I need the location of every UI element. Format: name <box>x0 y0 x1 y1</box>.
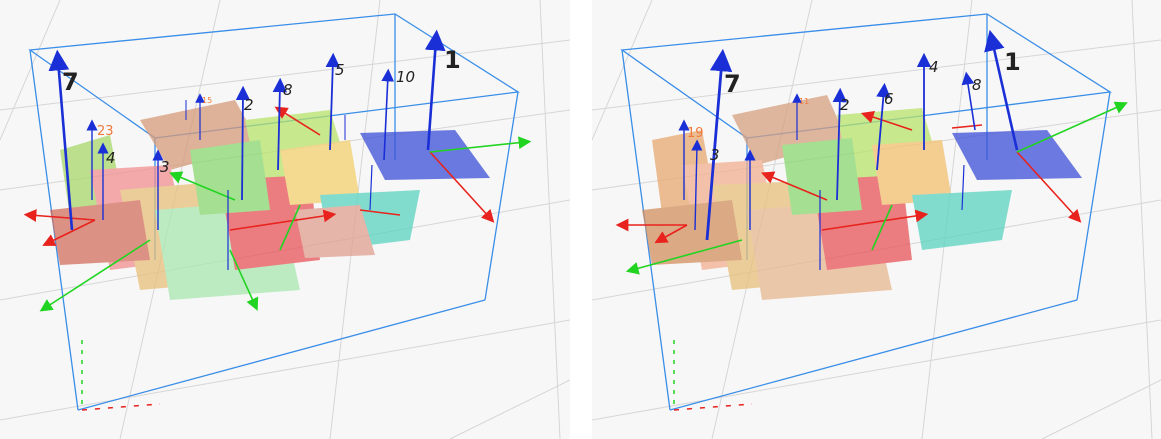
label-4: 4 <box>106 149 116 167</box>
world-origin-axes <box>673 340 753 411</box>
label-5: 5 <box>335 61 345 79</box>
right-view-panel: 7 1 4 8 6 2 19 3 11 <box>592 0 1161 439</box>
point-cloud-planes <box>50 100 490 300</box>
label-11: 11 <box>799 97 809 106</box>
plane-normals <box>678 29 1019 270</box>
plane-normals <box>48 29 446 270</box>
label-4: 4 <box>929 58 939 76</box>
point-cloud-planes <box>642 95 1082 300</box>
left-3d-scene: 7 1 5 8 10 2 23 4 3 15 <box>0 0 570 439</box>
label-1: 1 <box>444 46 461 74</box>
left-view-panel: 7 1 5 8 10 2 23 4 3 15 <box>0 0 570 439</box>
right-3d-scene: 7 1 4 8 6 2 19 3 11 <box>592 0 1161 439</box>
plane-axes-xy <box>615 101 1128 275</box>
label-8: 8 <box>972 76 982 94</box>
plane-axes-xy <box>23 106 532 312</box>
label-8: 8 <box>283 81 293 99</box>
plane-id-labels: 7 1 5 8 10 2 23 4 3 15 <box>62 46 461 176</box>
label-23: 23 <box>97 124 114 139</box>
label-2: 2 <box>244 96 254 114</box>
label-15: 15 <box>202 96 212 105</box>
label-7: 7 <box>724 70 741 98</box>
label-7: 7 <box>62 68 79 96</box>
world-origin-axes <box>81 340 161 411</box>
label-2: 2 <box>840 96 850 114</box>
label-3: 3 <box>160 158 170 176</box>
label-6: 6 <box>884 90 894 108</box>
label-3: 3 <box>710 146 720 164</box>
plane-id-labels: 7 1 4 8 6 2 19 3 11 <box>687 48 1021 164</box>
label-19: 19 <box>687 126 704 141</box>
label-10: 10 <box>396 68 415 86</box>
label-1: 1 <box>1004 48 1021 76</box>
